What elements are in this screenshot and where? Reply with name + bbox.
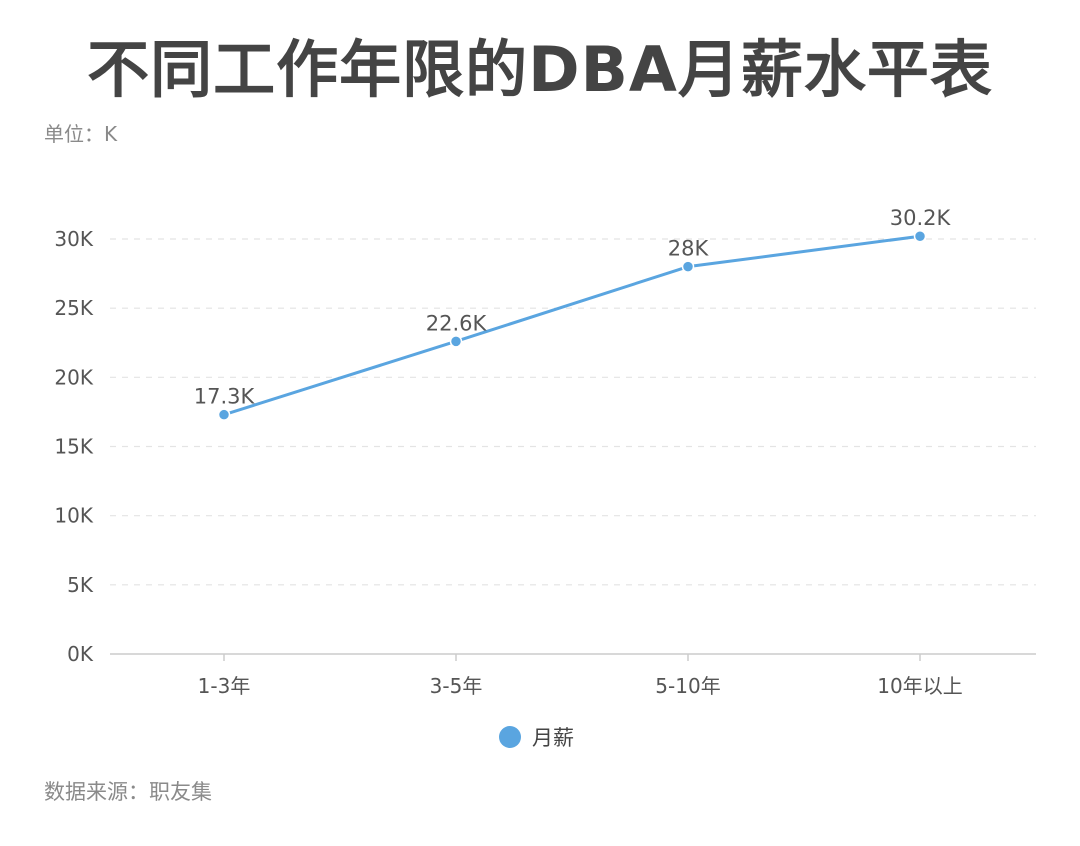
data-label: 30.2K <box>890 206 952 230</box>
data-point[interactable] <box>913 229 927 243</box>
y-tick-label: 25K <box>54 296 93 320</box>
grid-lines <box>110 238 1036 586</box>
x-tick-label: 3-5年 <box>430 674 483 698</box>
y-tick-label: 15K <box>54 435 93 459</box>
legend-marker <box>499 726 521 748</box>
legend[interactable]: 月薪 <box>499 726 574 750</box>
y-tick-label: 30K <box>54 227 93 251</box>
x-tick-label: 10年以上 <box>877 674 962 698</box>
data-point[interactable] <box>217 408 231 421</box>
x-tick-label: 5-10年 <box>655 674 720 698</box>
data-labels: 17.3K 22.6K 28K 30.2K <box>194 206 952 408</box>
chart-title: 不同工作年限的DBA月薪水平表 <box>87 33 993 106</box>
y-tick-label: 5K <box>67 573 94 597</box>
y-tick-label: 0K <box>67 642 94 666</box>
data-point[interactable] <box>449 335 463 348</box>
series-monthly-salary <box>217 229 927 421</box>
data-label: 17.3K <box>194 385 256 409</box>
x-tick-label: 1-3年 <box>198 674 251 698</box>
unit-label: 单位：K <box>44 122 118 146</box>
data-label: 28K <box>668 237 710 261</box>
y-axis-ticks: 0K 5K 10K 15K 20K 25K 30K <box>54 227 93 666</box>
data-source: 数据来源：职友集 <box>44 780 212 804</box>
y-tick-label: 20K <box>54 365 93 389</box>
data-point[interactable] <box>681 260 695 273</box>
x-axis-ticks: 1-3年 3-5年 5-10年 10年以上 <box>198 654 963 698</box>
series-line <box>222 234 922 417</box>
data-label: 22.6K <box>426 311 488 335</box>
legend-label: 月薪 <box>532 726 574 750</box>
y-tick-label: 10K <box>54 504 93 528</box>
